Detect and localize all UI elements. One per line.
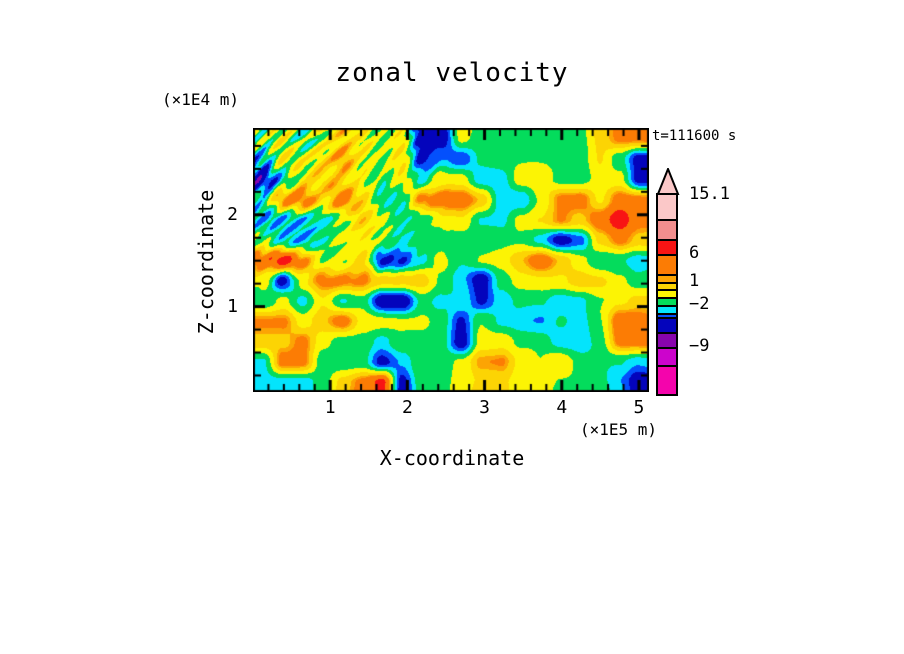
colorbar-segment — [658, 195, 676, 219]
colorbar-segment — [658, 254, 676, 274]
colorbar-segment — [658, 332, 676, 347]
colorbar-segment — [658, 317, 676, 332]
time-label: t=111600 s — [652, 128, 737, 144]
colorbar-tick-label: 15.1 — [689, 184, 730, 204]
x-tick-label: 2 — [401, 397, 413, 418]
x-axis-unit-label: (×1E5 m) — [579, 420, 657, 439]
plot-area — [253, 128, 649, 392]
colorbar-segment — [658, 282, 676, 289]
chart-title: zonal velocity — [335, 58, 569, 88]
y-axis-title: Z-coordinate — [194, 189, 218, 335]
colorbar-segment — [658, 305, 676, 313]
y-tick-label: 1 — [227, 295, 238, 317]
colorbar-segment — [658, 239, 676, 254]
y-axis-unit-label: (×1E4 m) — [162, 90, 240, 109]
x-tick-label: 4 — [556, 397, 568, 418]
colorbar-tick-label: −2 — [689, 294, 710, 314]
colorbar-segment — [658, 219, 676, 239]
colorbar-tick-label: −9 — [689, 336, 710, 356]
x-axis-title: X-coordinate — [379, 446, 525, 470]
x-tick-label: 5 — [633, 397, 645, 418]
colorbar-segment — [658, 313, 676, 317]
colorbar-segment — [658, 347, 676, 365]
contour-field-canvas — [253, 128, 649, 392]
colorbar-bar — [656, 193, 678, 396]
x-tick-label: 1 — [324, 397, 336, 418]
y-tick-label: 2 — [227, 203, 238, 225]
colorbar-tick-label: 1 — [689, 271, 700, 291]
colorbar-segment — [658, 274, 676, 282]
colorbar-segment — [658, 297, 676, 305]
colorbar-segment — [658, 289, 676, 297]
x-tick-label: 3 — [479, 397, 490, 418]
colorbar-segment — [658, 365, 676, 394]
colorbar-tick-label: 6 — [689, 243, 700, 263]
colorbar-arrow-icon — [656, 168, 680, 195]
